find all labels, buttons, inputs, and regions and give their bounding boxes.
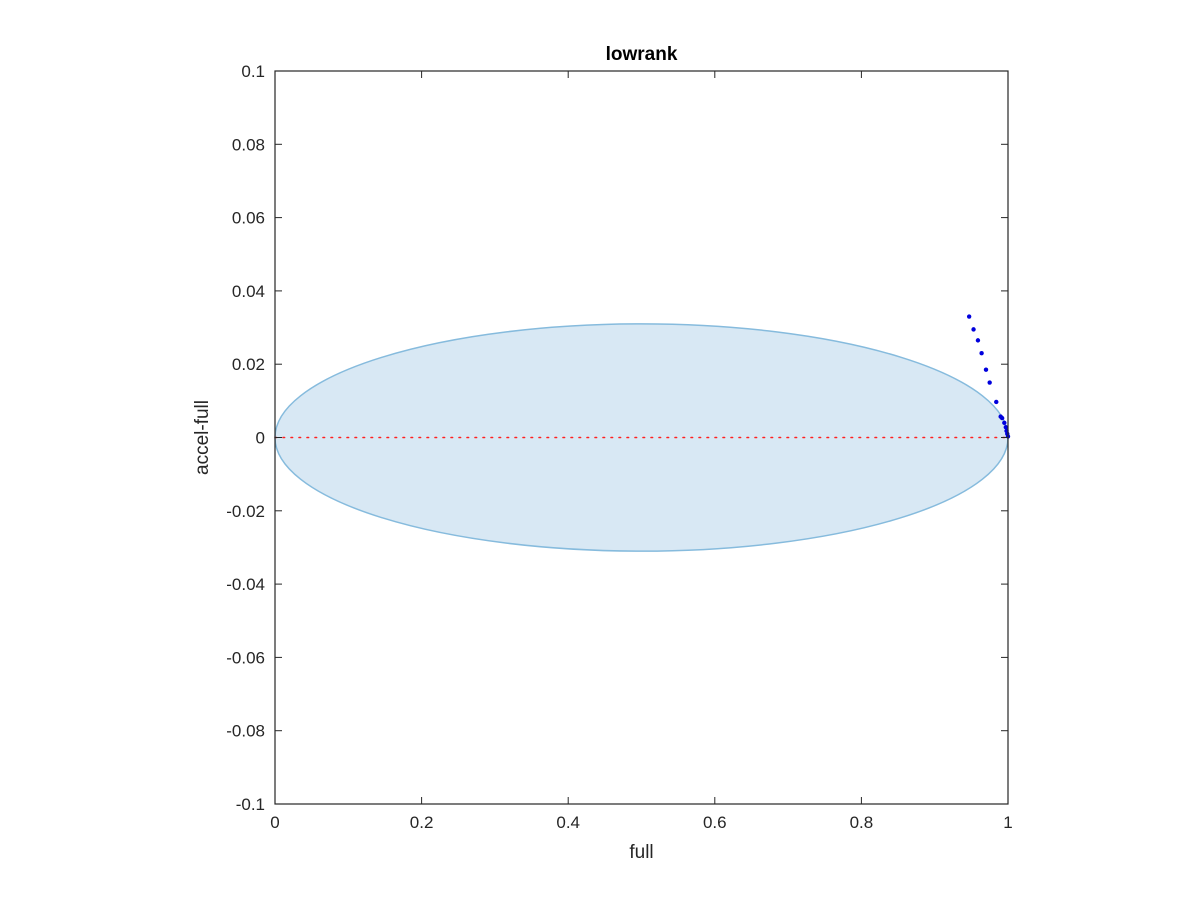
- x-tick-label: 0.4: [556, 813, 580, 832]
- stability-region-layer: [274, 323, 1009, 552]
- data-point: [966, 314, 972, 319]
- y-tick-label: -0.02: [226, 502, 265, 521]
- data-point: [983, 367, 989, 372]
- data-point: [994, 399, 999, 405]
- chart-title: lowrank: [606, 44, 678, 65]
- data-point: [971, 327, 976, 332]
- y-tick-label: -0.04: [226, 575, 265, 594]
- y-tick-label: 0.08: [232, 135, 265, 154]
- stability-region-ellipse: [274, 323, 1009, 552]
- data-point: [999, 415, 1005, 421]
- x-tick-label: 0.6: [703, 813, 727, 832]
- y-ticks-layer: -0.1 -0.08 -0.06 -0.04 -0.02 0 0.02 0.04 0.06 0.0…: [226, 62, 1008, 814]
- x-ticks-layer: 0 0.2 0.4 0.6 0.8 1: [270, 71, 1013, 832]
- x-tick-label: 0: [270, 813, 279, 832]
- x-axis-label: full: [629, 842, 653, 863]
- y-tick-label: 0.02: [232, 355, 265, 374]
- y-tick-label: 0.04: [232, 282, 265, 301]
- y-axis-label: accel-full: [192, 400, 213, 475]
- x-tick-label: 0.2: [410, 813, 434, 832]
- data-point: [1002, 420, 1007, 426]
- y-tick-label: -0.06: [226, 648, 265, 667]
- x-tick-label: 0.8: [850, 813, 874, 832]
- y-tick-label: 0.1: [241, 62, 265, 81]
- data-point: [979, 351, 984, 356]
- y-tick-label: 0: [256, 429, 265, 448]
- x-tick-label: 1: [1003, 813, 1012, 832]
- y-tick-label: 0.06: [232, 209, 265, 228]
- data-points-layer: [966, 314, 1011, 439]
- data-point: [975, 338, 981, 343]
- y-tick-label: -0.08: [226, 722, 265, 741]
- data-point: [987, 380, 992, 385]
- data-point: [1003, 425, 1009, 430]
- y-tick-label: -0.1: [236, 795, 265, 814]
